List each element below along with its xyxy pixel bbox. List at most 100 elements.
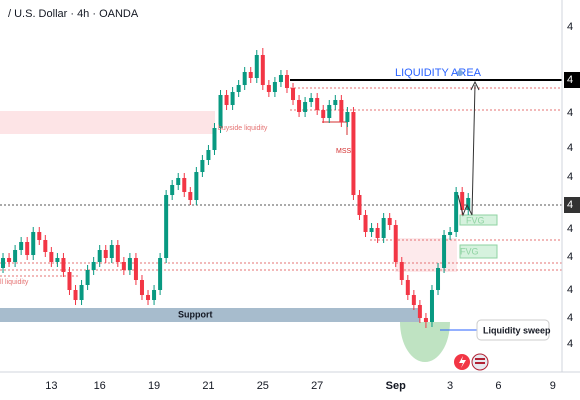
candle-body xyxy=(188,192,193,200)
candle-body xyxy=(73,290,78,300)
candle-body xyxy=(303,102,308,112)
annotation: buyside liquidity xyxy=(218,125,268,132)
candle-body xyxy=(194,172,199,200)
candle-body xyxy=(387,218,392,225)
candle-body xyxy=(242,72,247,85)
support-zone xyxy=(0,308,420,322)
candle-body xyxy=(115,245,120,262)
annotation: FVG xyxy=(460,246,479,256)
candle-body xyxy=(85,270,90,285)
candle-body xyxy=(357,195,362,215)
candle-body xyxy=(278,75,283,82)
price-axis xyxy=(562,0,580,372)
candle-body xyxy=(442,235,447,268)
candle-body xyxy=(146,295,151,300)
candle-body xyxy=(37,232,42,240)
candle-body xyxy=(55,258,60,262)
candle-body xyxy=(254,55,259,78)
candle-body xyxy=(103,250,108,258)
candle-body xyxy=(218,95,223,128)
annotation: Liquidity sweep xyxy=(483,325,551,335)
candle-body xyxy=(399,262,404,280)
label-box xyxy=(476,319,550,341)
candle-body xyxy=(133,258,138,280)
candle-body xyxy=(272,82,277,92)
candle-body xyxy=(327,105,332,118)
fvg-box xyxy=(459,214,498,226)
candle-body xyxy=(436,268,441,290)
candle-body xyxy=(139,280,144,295)
axis-labels: 13 16 19 21 25 27 Sep 3 6 9 4 4 4 4 4 4 4 4 4 4 4 xyxy=(45,21,580,392)
x-tick-label: 3 xyxy=(447,380,453,392)
y-tick-label: 4 xyxy=(567,251,573,263)
flag-stripe xyxy=(475,358,485,360)
candle-body xyxy=(381,218,386,238)
candle-body xyxy=(454,192,459,232)
candle-body xyxy=(260,55,265,85)
candle-body xyxy=(67,272,72,290)
candle-body xyxy=(176,178,181,185)
candle-body xyxy=(333,100,338,105)
annotation: MSS xyxy=(336,148,352,155)
candle-body xyxy=(200,160,205,172)
y-tick-label: 4 xyxy=(567,21,573,33)
candle-body xyxy=(236,85,241,92)
candle-body xyxy=(411,295,416,305)
candle-body xyxy=(248,72,253,78)
candle-body xyxy=(158,258,163,290)
candle-body xyxy=(49,252,54,262)
candle-body xyxy=(321,110,326,118)
annotation: LIQUIDITY AREA xyxy=(395,67,482,79)
y-tick-label: 4 xyxy=(567,74,573,86)
candle-body xyxy=(121,262,126,270)
candle-body xyxy=(369,228,374,232)
candle-body xyxy=(417,305,422,318)
candle-body xyxy=(13,250,18,262)
x-tick-label: 16 xyxy=(94,380,106,392)
candle-body xyxy=(375,228,380,238)
price-marker xyxy=(564,197,580,213)
icon xyxy=(457,70,463,76)
y-tick-label: 4 xyxy=(567,338,573,350)
candle-body xyxy=(1,258,6,268)
x-tick-label: 13 xyxy=(45,380,57,392)
candle-body xyxy=(466,198,471,210)
x-tick-label: Sep xyxy=(386,380,406,392)
candle-body xyxy=(309,98,314,102)
candle-body xyxy=(164,195,169,258)
y-tick-label: 4 xyxy=(567,142,573,154)
candle-body xyxy=(363,215,368,232)
candle-body xyxy=(25,242,30,255)
candle-body xyxy=(345,112,350,122)
x-tick-label: 25 xyxy=(257,380,269,392)
candle-body xyxy=(429,290,434,322)
candle-body xyxy=(284,75,289,88)
candle-body xyxy=(61,258,66,272)
candle-body xyxy=(97,250,102,262)
candle-body xyxy=(19,242,24,250)
projection-path xyxy=(457,84,476,217)
candle-body xyxy=(224,95,229,105)
time-axis xyxy=(0,372,580,400)
candle-body xyxy=(212,128,217,150)
candle-body xyxy=(405,280,410,295)
candle-body xyxy=(43,240,48,252)
chart-title: / U.S. Dollar · 4h · OANDA xyxy=(8,8,139,20)
y-tick-label: 4 xyxy=(567,312,573,324)
candle-body xyxy=(109,245,114,258)
candle-body xyxy=(393,225,398,262)
candle-body xyxy=(351,112,356,195)
candle-body xyxy=(297,100,302,112)
x-tick-label: 9 xyxy=(550,380,556,392)
candle-body xyxy=(266,85,271,92)
x-tick-label: 19 xyxy=(148,380,160,392)
candle-body xyxy=(423,318,428,322)
mss-marker xyxy=(322,121,348,135)
y-tick-label: 4 xyxy=(567,284,573,296)
y-tick-label: 4 xyxy=(567,199,573,211)
x-tick-label: 21 xyxy=(202,380,214,392)
y-tick-label: 4 xyxy=(567,171,573,183)
candle-body xyxy=(448,232,453,235)
